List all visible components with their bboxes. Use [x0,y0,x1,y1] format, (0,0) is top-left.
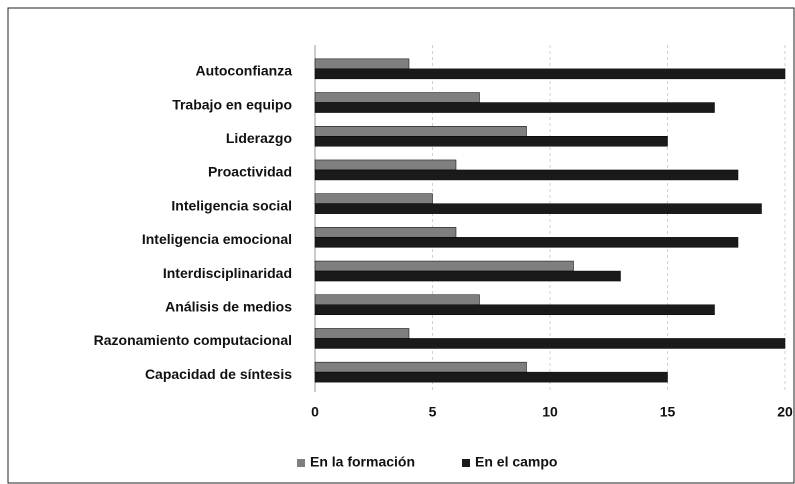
y-tick-label: Trabajo en equipo [172,96,292,112]
y-tick-label: Análisis de medios [165,298,292,314]
bar [314,237,739,248]
bar [314,260,574,272]
bar [314,102,715,113]
bar [314,136,668,147]
bar [314,169,739,181]
bar [314,92,480,103]
bar [314,361,527,373]
x-tick-label: 10 [542,404,558,420]
bar [314,304,715,315]
x-tick-label: 20 [777,404,793,420]
bar [314,159,457,171]
bar [314,203,762,214]
y-tick-label: Capacidad de síntesis [145,366,292,382]
y-tick-label: Razonamiento computacional [94,332,292,348]
bar [314,58,410,70]
bar [314,338,786,349]
bar [314,227,457,238]
x-tick-label: 5 [429,404,437,420]
bar [314,294,480,305]
legend-label: En el campo [475,454,557,470]
legend-label: En la formación [310,454,415,470]
bar [314,126,527,137]
x-tick-label: 15 [660,404,676,420]
x-tick-label: 0 [311,404,319,420]
y-tick-label: Inteligencia social [171,197,292,213]
bar [314,371,668,383]
y-tick-label: Inteligencia emocional [142,231,292,247]
bar [314,68,786,80]
bar [314,270,621,282]
legend-swatch [297,459,305,467]
y-tick-label: Interdisciplinaridad [163,265,292,281]
y-tick-label: Proactividad [208,164,292,180]
bar [314,193,433,204]
bar [314,328,410,339]
legend-swatch [462,459,470,467]
y-tick-label: Autoconfianza [196,63,293,79]
y-tick-label: Liderazgo [226,130,292,146]
